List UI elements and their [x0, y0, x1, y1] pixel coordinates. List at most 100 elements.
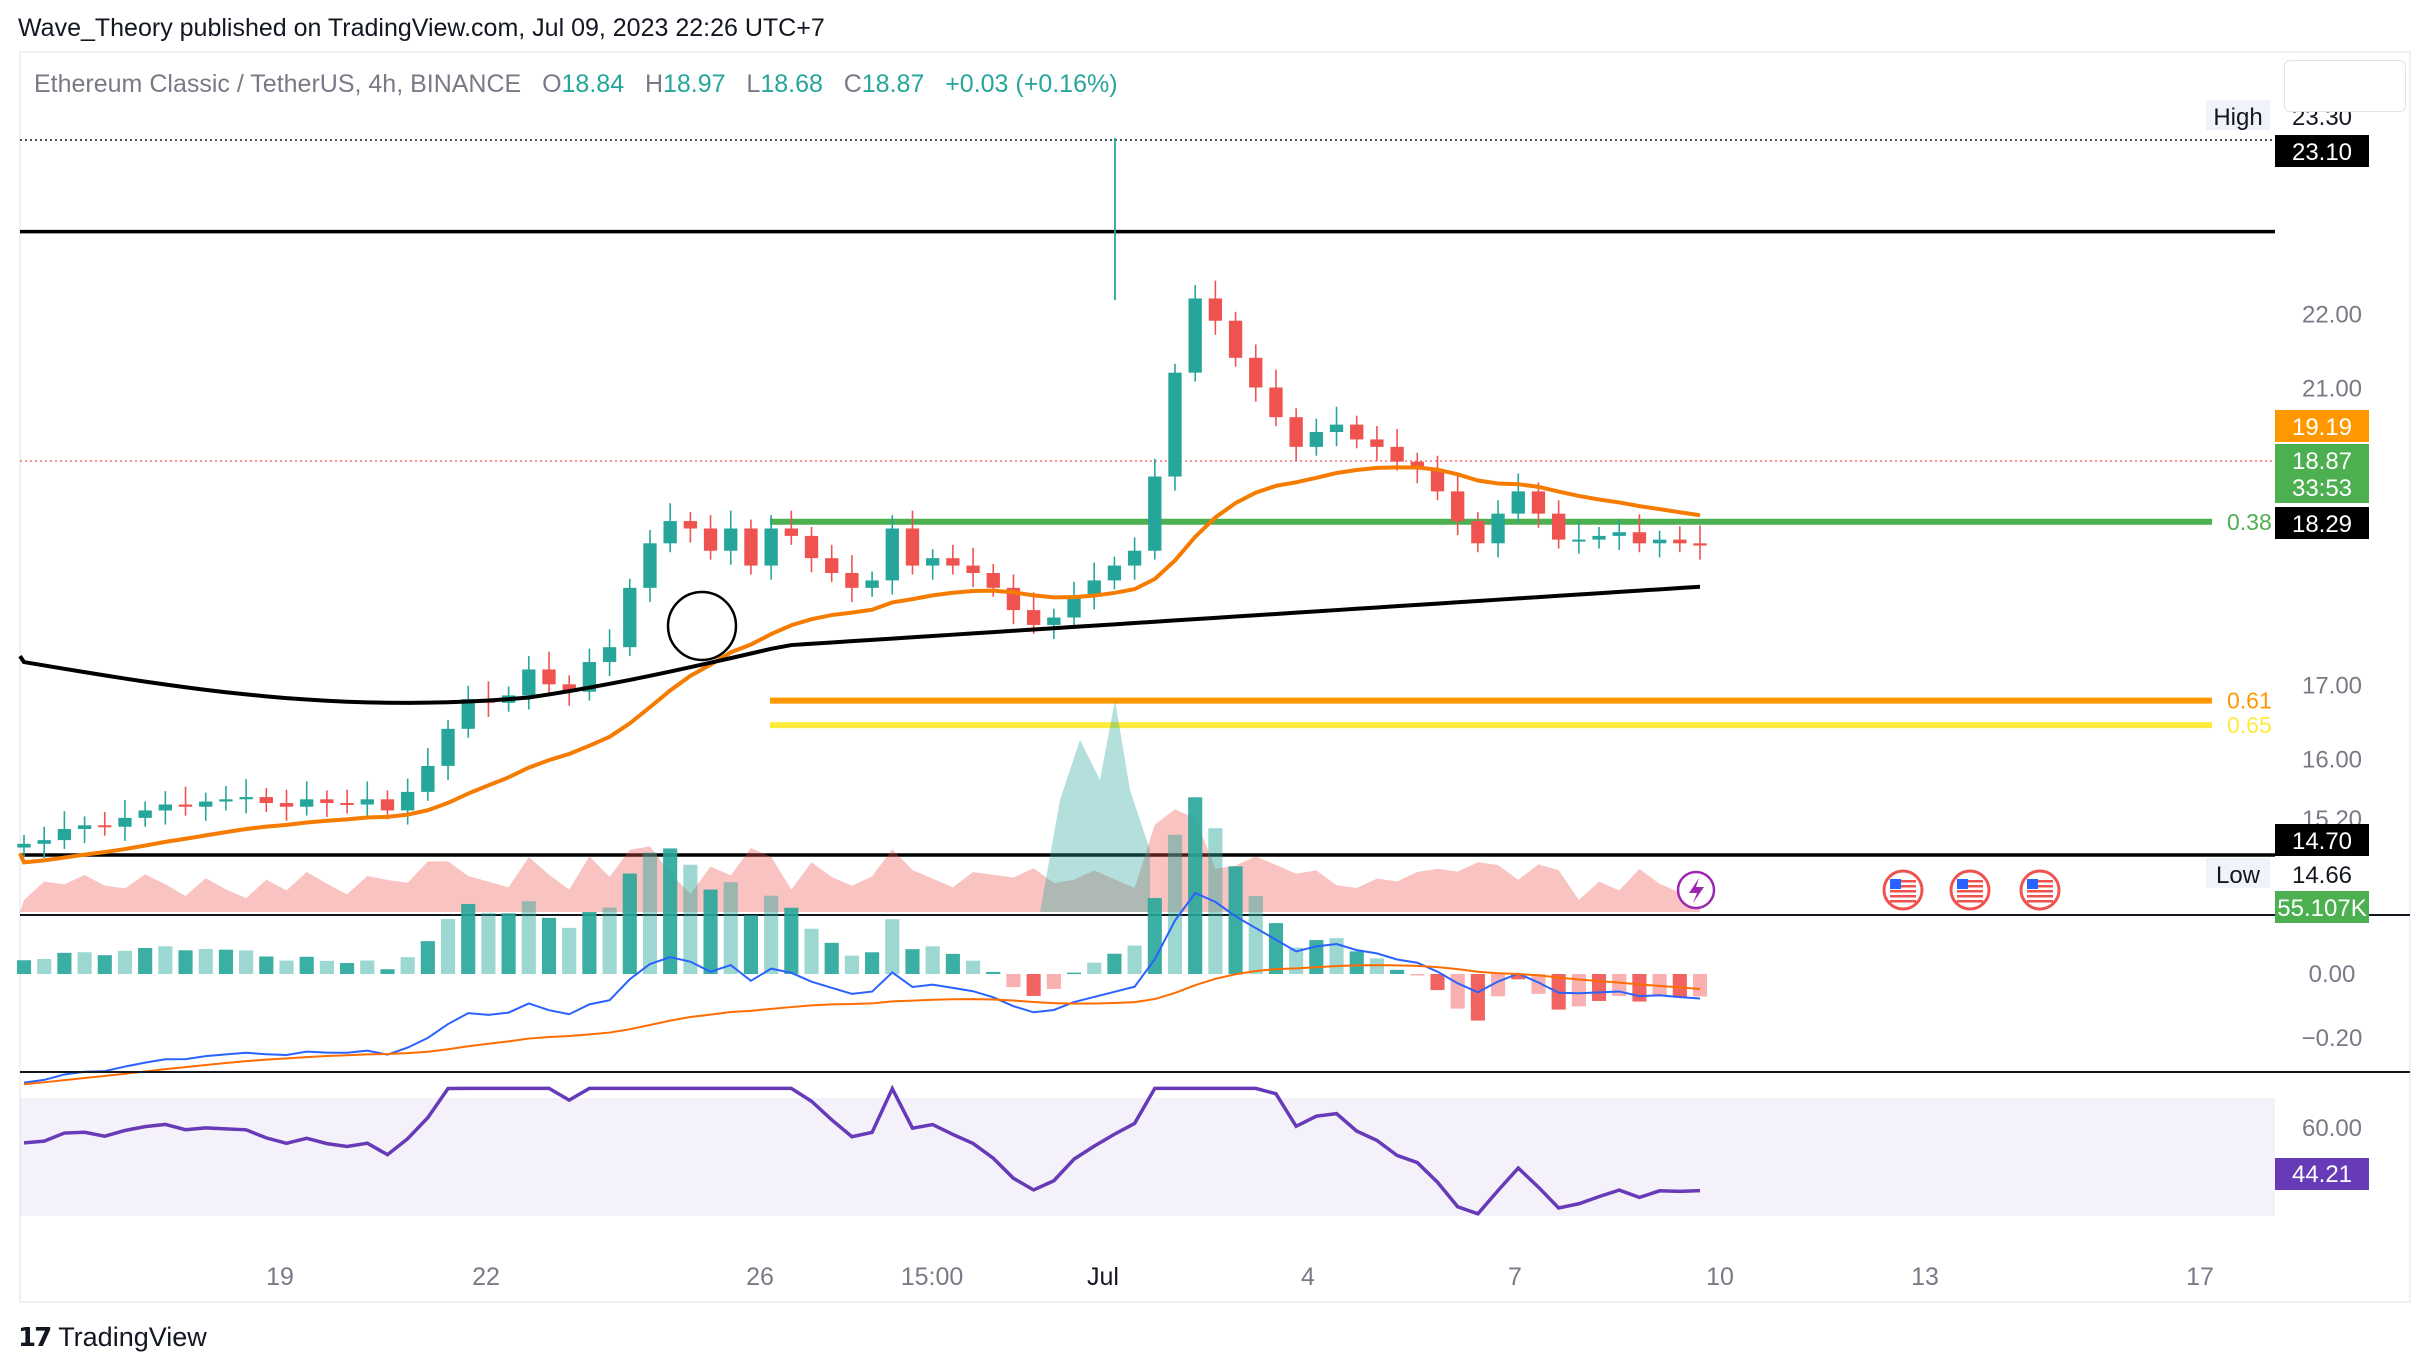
candle-body — [1632, 532, 1647, 544]
us-flag-event-icon[interactable] — [1949, 869, 1991, 911]
macd-histogram-bar — [1087, 962, 1102, 974]
candle-body — [199, 801, 213, 807]
candle-body — [1208, 298, 1223, 321]
candle — [865, 571, 879, 597]
macd-histogram-bar — [218, 949, 233, 974]
candle — [784, 510, 798, 545]
lightning-event-icon[interactable] — [1676, 870, 1716, 910]
macd-histogram-bar — [723, 882, 738, 974]
macd-histogram-bar — [844, 955, 859, 974]
price-badge — [2275, 824, 2369, 856]
candle-body — [279, 803, 294, 807]
candle-body — [946, 558, 960, 566]
candle — [1572, 521, 1586, 554]
candle-body — [300, 799, 314, 807]
macd-histogram-bar — [1147, 898, 1162, 974]
candle-body — [57, 828, 72, 841]
candle-body — [1652, 539, 1667, 544]
candle — [1148, 458, 1162, 560]
macd-histogram-bar — [743, 915, 759, 974]
candle — [703, 515, 718, 560]
candle — [1269, 369, 1283, 427]
macd-histogram-bar — [1390, 969, 1405, 974]
macd-histogram-bar — [602, 907, 617, 974]
macd-histogram-bar — [945, 953, 960, 974]
candle — [1551, 500, 1566, 549]
candle — [885, 515, 899, 595]
candle — [804, 526, 819, 573]
macd-histogram-bar — [824, 942, 839, 974]
macd-histogram-bar — [259, 956, 274, 974]
price-badge — [2275, 444, 2369, 476]
candle-body — [1269, 387, 1283, 418]
candle — [1471, 512, 1485, 553]
candle — [582, 648, 597, 701]
symbol-legend: Ethereum Classic / TetherUS, 4h, BINANCE… — [34, 70, 1118, 99]
macd-histogram-bar — [764, 895, 779, 974]
candle-body — [1511, 491, 1525, 514]
candle-body — [1451, 491, 1465, 522]
macd-signal-line — [23, 964, 1701, 1086]
candle-body — [138, 810, 152, 818]
us-flag-event-icon[interactable] — [2019, 869, 2061, 911]
candle — [1350, 415, 1364, 449]
candle — [1107, 556, 1122, 590]
candle — [1592, 526, 1606, 549]
candle-body — [623, 587, 637, 648]
candle-body — [1572, 539, 1586, 542]
macd-histogram-bar — [683, 864, 698, 974]
price-badge-value: 23.10 — [2292, 139, 2352, 166]
candle-body — [1491, 513, 1505, 544]
low-value: 18.68 — [760, 70, 823, 98]
candle — [683, 512, 698, 543]
macd-histogram-bar — [279, 960, 294, 974]
time-tick-label: 26 — [746, 1263, 774, 1291]
top-right-control[interactable] — [2284, 60, 2406, 112]
macd-histogram-bar — [622, 873, 637, 974]
macd-histogram-bar — [1410, 974, 1425, 976]
macd-histogram-bar — [97, 955, 112, 974]
economic-events[interactable] — [1676, 869, 2061, 911]
macd-histogram-bar — [481, 912, 496, 974]
tradingview-brand[interactable]: 17 TradingView — [18, 1322, 207, 1353]
macd-histogram-bar — [1066, 972, 1082, 975]
candle — [1087, 562, 1101, 610]
price-badge-value: 55.107K — [2277, 895, 2366, 922]
candle-body — [320, 799, 334, 804]
macd-histogram-bar — [1046, 974, 1061, 989]
candle — [77, 816, 92, 844]
time-tick-label: 13 — [1911, 1263, 1939, 1291]
tradingview-logo-icon: 17 — [18, 1322, 52, 1353]
candle — [724, 510, 738, 565]
candle-body — [421, 765, 435, 792]
candle-body — [1430, 469, 1445, 492]
macd-histogram-bar — [1571, 974, 1586, 1007]
macd-histogram-bar — [905, 949, 920, 974]
price-tick-label: 21.00 — [2302, 376, 2362, 403]
candle-body — [239, 797, 253, 800]
price-badge-value: 18.29 — [2292, 511, 2352, 538]
candle-body — [1087, 580, 1101, 596]
price-badge-value: 19.19 — [2292, 414, 2352, 441]
candle — [1632, 514, 1647, 553]
candle-body — [643, 543, 657, 588]
macd-histogram-bar — [885, 919, 900, 974]
published-caption: Wave_Theory published on TradingView.com… — [18, 14, 825, 42]
candle-body — [905, 528, 920, 566]
candle — [663, 503, 677, 553]
candle — [845, 555, 859, 602]
candle — [1006, 574, 1021, 625]
us-flag-event-icon[interactable] — [1882, 869, 1924, 911]
price-badge — [2275, 507, 2369, 539]
candle — [1228, 311, 1243, 367]
candle-body — [1673, 539, 1687, 544]
macd-pane — [16, 797, 2410, 1086]
candle — [1188, 285, 1202, 382]
macd-histogram-bar — [1107, 953, 1122, 974]
rsi-line — [23, 1084, 1701, 1216]
candle — [1693, 525, 1707, 560]
price-badge — [2275, 471, 2369, 503]
candle — [380, 790, 395, 820]
macd-histogram-bar — [865, 952, 880, 974]
